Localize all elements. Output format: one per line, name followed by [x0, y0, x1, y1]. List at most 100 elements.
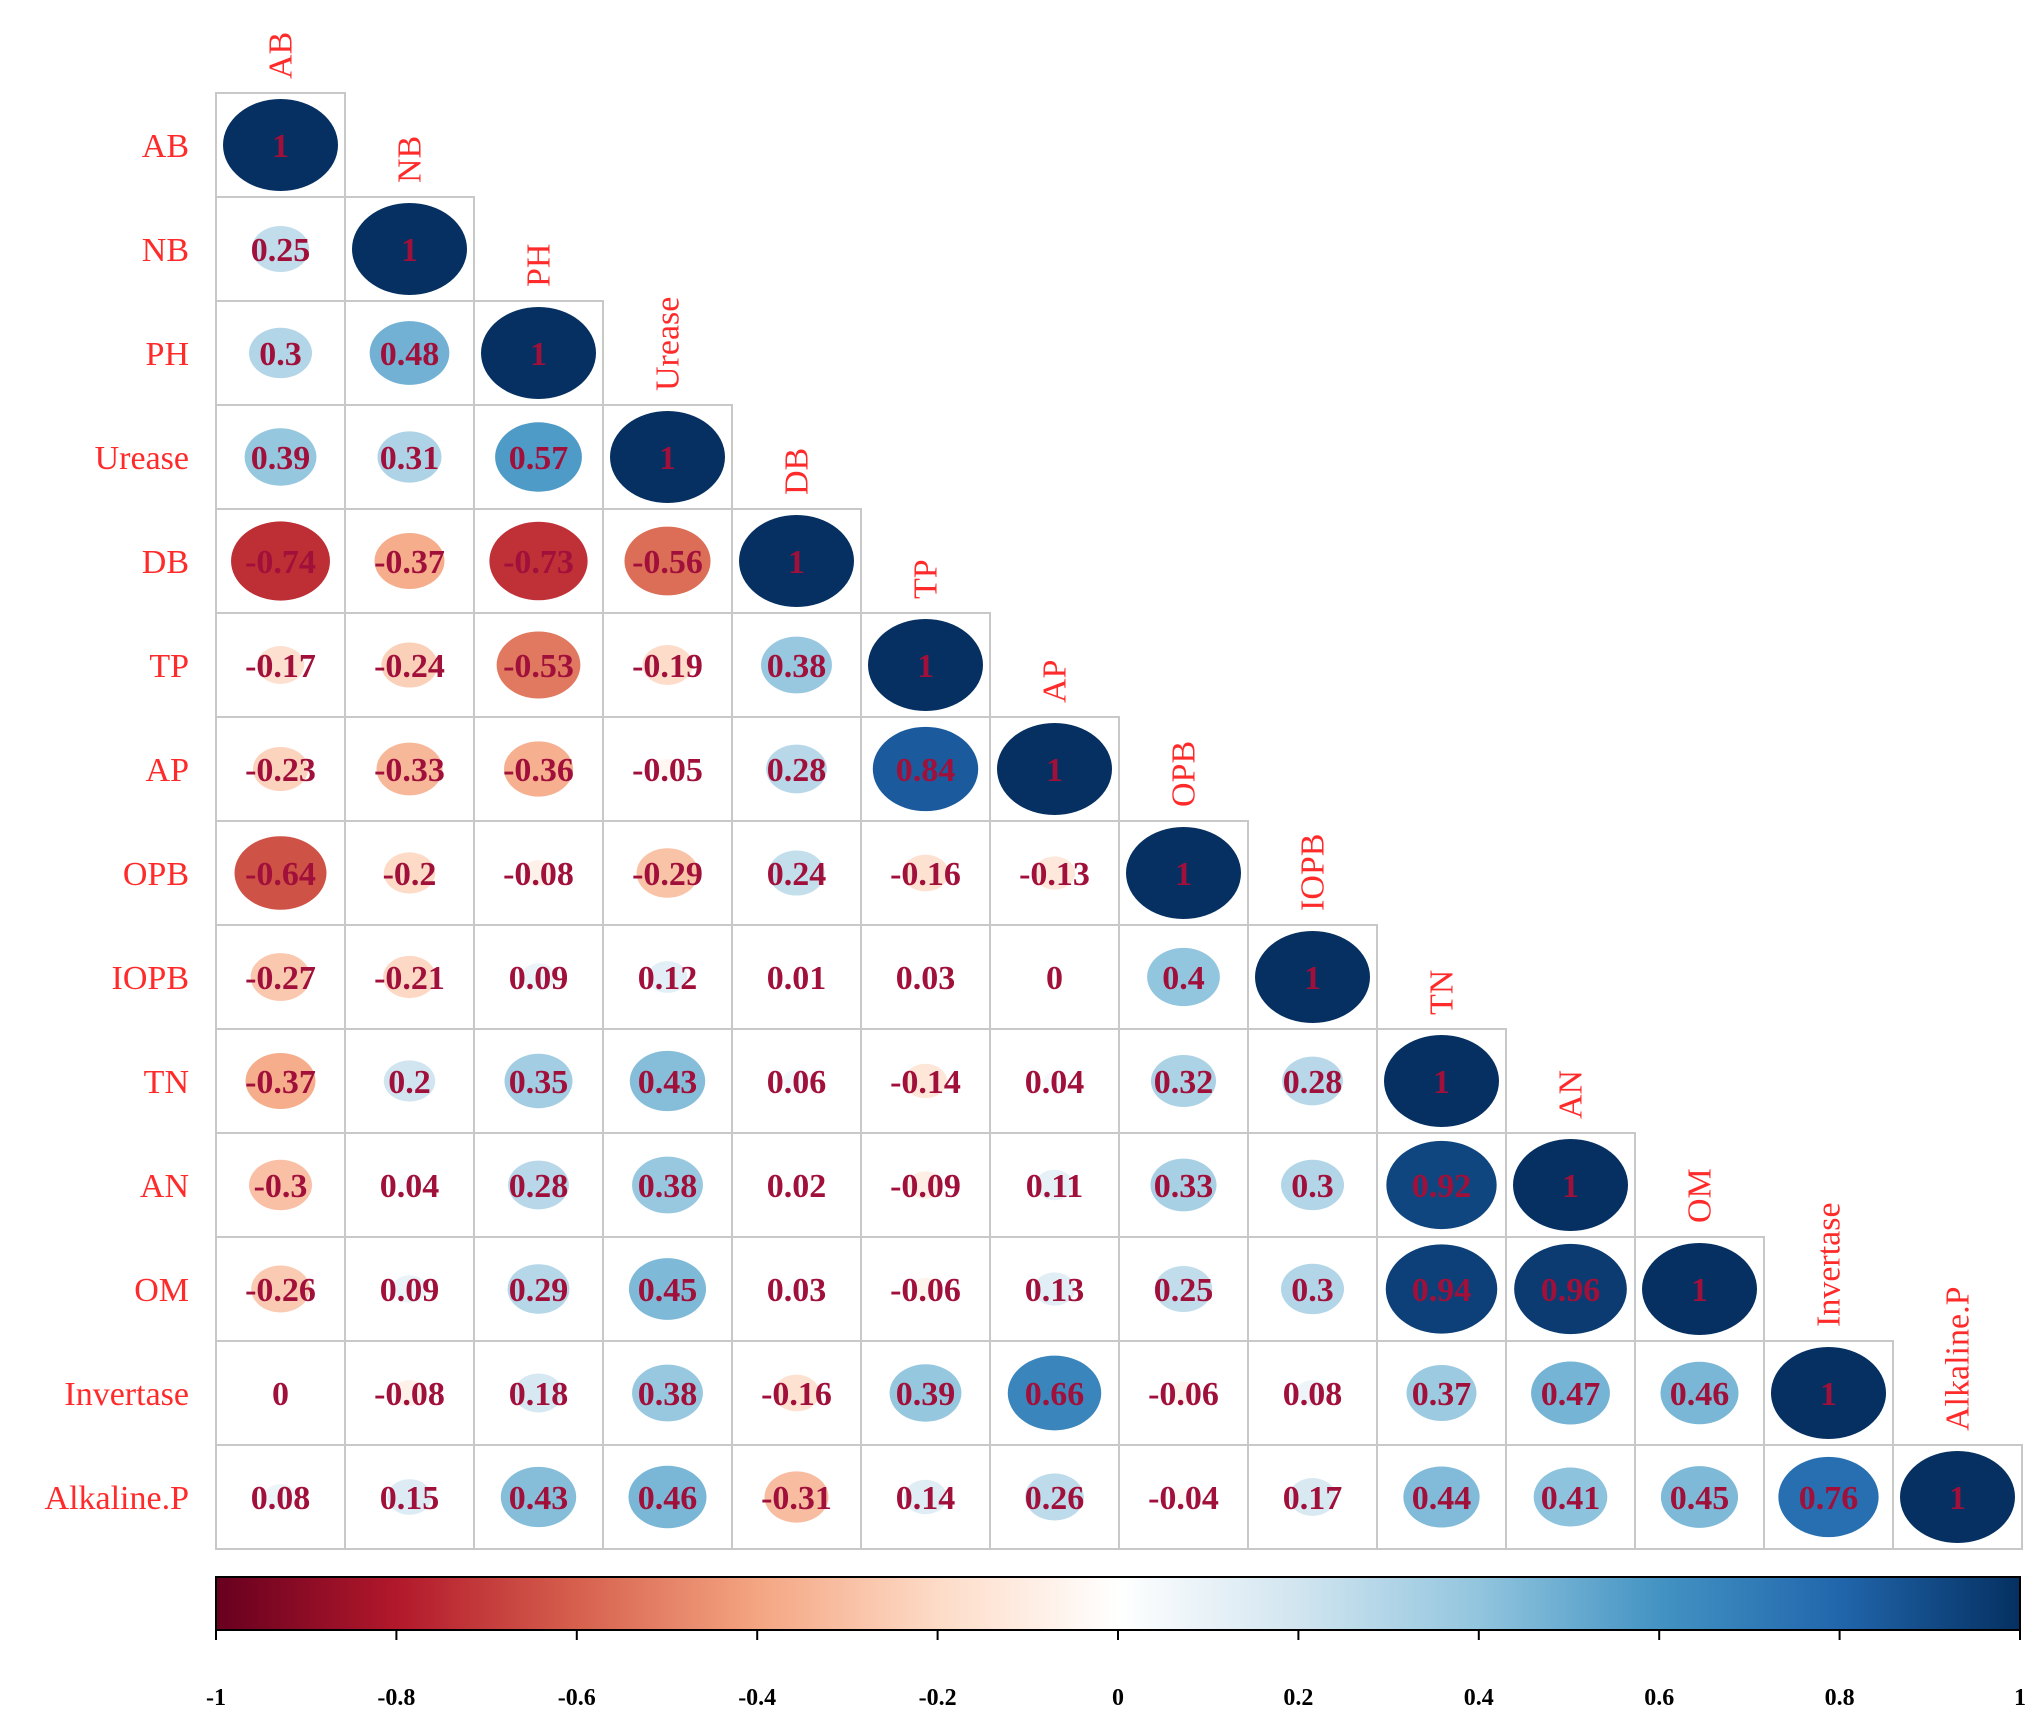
- correlation-value: 1: [1046, 752, 1063, 789]
- correlation-value: 0.11: [1026, 1168, 1084, 1205]
- correlation-value: 0.04: [1025, 1064, 1085, 1101]
- correlation-circle: [911, 1277, 940, 1301]
- colorbar-tick-label: -0.2: [919, 1685, 957, 1711]
- matrix-cell: 0.76: [1763, 1444, 1894, 1550]
- correlation-circle: [628, 1465, 707, 1529]
- correlation-value: -0.24: [374, 648, 445, 685]
- correlation-circle: [642, 644, 693, 686]
- matrix-cell: 0.25: [1118, 1236, 1249, 1342]
- matrix-cell: 1: [860, 612, 991, 718]
- correlation-value: 0.12: [638, 960, 698, 997]
- correlation-value: -0.06: [1148, 1376, 1219, 1413]
- correlation-circle: [504, 1053, 573, 1109]
- correlation-circle: [250, 953, 311, 1001]
- colorbar-gradient: [215, 1576, 2021, 1631]
- matrix-cell: -0.29: [602, 820, 733, 926]
- correlation-value: 0.38: [638, 1168, 698, 1205]
- correlation-value: 0.38: [767, 648, 827, 685]
- correlation-value: 0.48: [380, 336, 440, 373]
- correlation-circle: [790, 972, 803, 982]
- correlation-circle: [1406, 1365, 1477, 1421]
- matrix-cell: -0.26: [215, 1236, 346, 1342]
- matrix-grid: 10.25 10.3 0.48 10.39 0.31 0.57 1-0.74 -0.37 -0.…: [215, 92, 2023, 1550]
- matrix-cell: 1: [1118, 820, 1249, 926]
- correlation-value: 0.26: [1025, 1480, 1085, 1517]
- correlation-circle: [610, 411, 725, 503]
- correlation-circle: [522, 859, 555, 887]
- correlation-circle: [872, 726, 979, 812]
- correlation-circle: [231, 521, 330, 601]
- correlation-value: -0.29: [632, 856, 703, 893]
- matrix-cell: -0.37: [215, 1028, 346, 1134]
- correlation-value: 0.4: [1162, 960, 1205, 997]
- correlation-value: -0.19: [632, 648, 703, 685]
- matrix-cell: 0.09: [344, 1236, 475, 1342]
- matrix-cell: 0.46: [1634, 1340, 1765, 1446]
- matrix-cell: -0.53: [473, 612, 604, 718]
- cell-border: [989, 1028, 1120, 1134]
- row-label-ap: AP: [146, 752, 189, 789]
- matrix-cell: 0.84: [860, 716, 991, 822]
- matrix-cell: -0.21: [344, 924, 475, 1030]
- row-label-ab: AB: [142, 128, 189, 165]
- correlation-value: 0.43: [638, 1064, 698, 1101]
- correlation-value: 1: [659, 440, 676, 477]
- matrix-cell: -0.37: [344, 508, 475, 614]
- correlation-value: 1: [917, 648, 934, 685]
- correlation-circle: [1150, 1054, 1217, 1108]
- correlation-circle: [1642, 1243, 1757, 1335]
- matrix-cell: 0.08: [215, 1444, 346, 1550]
- correlation-circle: [624, 526, 711, 596]
- matrix-cell: 0.26: [989, 1444, 1120, 1550]
- matrix-cell: 0.45: [1634, 1444, 1765, 1550]
- row-label-alkaline-p: Alkaline.P: [45, 1480, 189, 1517]
- correlation-value: 0.04: [380, 1168, 440, 1205]
- matrix-cell: 0.66: [989, 1340, 1120, 1446]
- matrix-cell: 0.14: [860, 1444, 991, 1550]
- matrix-cell: 0.57: [473, 404, 604, 510]
- colorbar-tick-label: -1: [206, 1685, 226, 1711]
- matrix-cell: 0.3: [1247, 1132, 1378, 1238]
- correlation-value: 0.06: [767, 1064, 827, 1101]
- correlation-value: 1: [1175, 856, 1192, 893]
- matrix-cell: 1: [215, 92, 346, 198]
- matrix-cell: 1: [344, 196, 475, 302]
- colorbar-tick-label: 0.4: [1464, 1685, 1494, 1711]
- matrix-cell: 0.39: [215, 404, 346, 510]
- correlation-circle: [244, 428, 317, 486]
- column-label-an: AN: [1553, 1070, 1590, 1119]
- correlation-circle: [381, 642, 438, 688]
- correlation-value: 1: [1304, 960, 1321, 997]
- matrix-cell: -0.06: [1118, 1340, 1249, 1446]
- matrix-cell: -0.06: [860, 1236, 991, 1342]
- correlation-circle: [1660, 1466, 1739, 1528]
- correlation-circle: [632, 1364, 703, 1422]
- correlation-value: -0.21: [374, 960, 445, 997]
- matrix-cell: 0.28: [473, 1132, 604, 1238]
- column-label-ap: AP: [1037, 660, 1074, 703]
- column-label-iopb: IOPB: [1295, 834, 1332, 911]
- matrix-cell: 0.09: [473, 924, 604, 1030]
- matrix-cell: -0.24: [344, 612, 475, 718]
- matrix-cell: 0.46: [602, 1444, 733, 1550]
- row-label-an: AN: [140, 1168, 189, 1205]
- correlation-circle: [903, 1063, 948, 1099]
- correlation-value: 0.24: [767, 856, 827, 893]
- matrix-cell: -0.27: [215, 924, 346, 1030]
- correlation-value: 0.92: [1412, 1168, 1472, 1205]
- correlation-value: 0.01: [767, 960, 827, 997]
- correlation-circle: [392, 1275, 427, 1303]
- column-labels: AB NB PH Urease DB TP AP OPB IOPB TN AN OM Invertase…: [263, 32, 1977, 1431]
- correlation-circle: [889, 1364, 962, 1422]
- matrix-cell: 0.47: [1505, 1340, 1636, 1446]
- correlation-value: -0.37: [374, 544, 445, 581]
- correlation-value: 0.39: [251, 440, 311, 477]
- row-label-db: DB: [142, 544, 189, 581]
- correlation-circle: [1154, 1266, 1213, 1312]
- matrix-cell: 0.03: [860, 924, 991, 1030]
- matrix-cell: -0.08: [473, 820, 604, 926]
- correlation-circle: [1296, 1379, 1329, 1407]
- correlation-circle: [636, 848, 699, 898]
- correlation-circle: [489, 521, 588, 601]
- correlation-circle: [1169, 1381, 1198, 1405]
